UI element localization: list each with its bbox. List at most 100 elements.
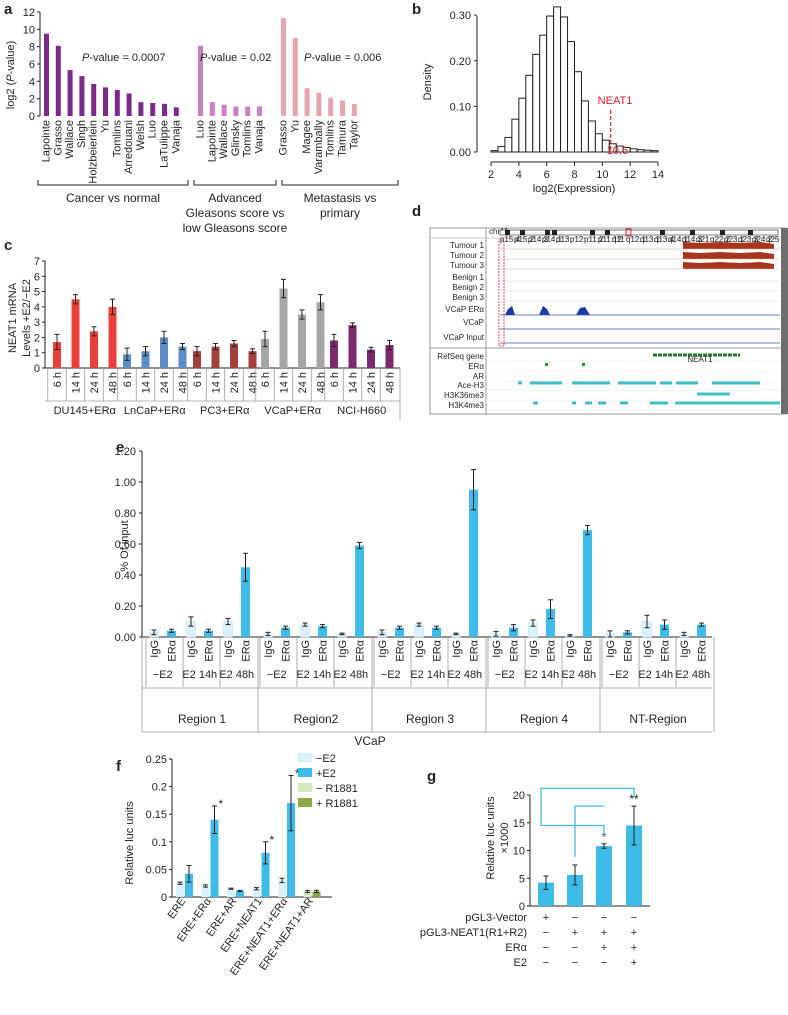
panel-a-category-label: Vanaja bbox=[170, 119, 182, 153]
annotation-label: Ace-H3 bbox=[457, 381, 484, 390]
panel-a-bar bbox=[162, 103, 167, 116]
ideogram-band-label: q21 bbox=[696, 235, 710, 244]
panel-e-condition-label: −E2 bbox=[381, 669, 401, 681]
panel-a-bar bbox=[209, 102, 215, 116]
panel-f-legend-swatch bbox=[298, 768, 312, 777]
panel-c-timepoint-label: 48 h bbox=[385, 372, 397, 393]
panel-a-group-label: Metastasis vs bbox=[304, 191, 377, 205]
panel-c-bar bbox=[230, 343, 238, 368]
panel-a-bar bbox=[281, 18, 286, 116]
panel-e-bar bbox=[469, 489, 478, 637]
panel-e-y-tick-label: 0.00 bbox=[115, 632, 136, 644]
panel-c-timepoint-label: 6 h bbox=[260, 372, 272, 387]
panel-g-condition-mark: − bbox=[543, 942, 549, 954]
panel-e-bar-label: ERα bbox=[204, 639, 216, 661]
panel-e-condition-label: E2 48h bbox=[447, 669, 482, 681]
ideogram-band bbox=[660, 230, 665, 235]
track-label: Tumour 3 bbox=[450, 261, 484, 270]
panel-c-timepoint-label: 6 h bbox=[52, 372, 64, 387]
panel-c-timepoint-label: 6 h bbox=[329, 372, 341, 387]
panel-f-legend-label: +E2 bbox=[316, 768, 336, 780]
panel-e-bar-label: ERα bbox=[546, 639, 558, 661]
panel-e-bar-label: IgG bbox=[414, 640, 426, 658]
chrom-label: chr11 bbox=[489, 227, 509, 236]
annotation-label: H3K36me3 bbox=[444, 391, 485, 400]
panel-g: g Relative luc units ×1000 05101520***pG… bbox=[420, 768, 650, 969]
panel-a-category-label: Glinsky bbox=[230, 120, 242, 157]
panel-g-condition-mark: − bbox=[572, 942, 578, 954]
ideogram-band-label: p14.3 bbox=[528, 235, 549, 244]
panel-c-bar bbox=[261, 338, 269, 368]
panel-f-significance: * bbox=[270, 833, 275, 847]
genome-browser-scrollbar[interactable] bbox=[781, 228, 788, 414]
panel-c-y-tick-label: 0 bbox=[34, 363, 40, 375]
panel-b-histogram-bar bbox=[511, 118, 520, 153]
panel-c-bar bbox=[53, 342, 61, 368]
panel-a-group-bracket bbox=[37, 180, 189, 186]
track-label: Tumour 2 bbox=[450, 251, 484, 260]
panel-e-bar-label: IgG bbox=[186, 640, 198, 658]
panel-e-condition-label: −E2 bbox=[495, 669, 515, 681]
panel-e-bar-label: ERα bbox=[355, 639, 367, 661]
panel-e-condition-label: −E2 bbox=[609, 669, 629, 681]
panel-b-x-axis-title: log2(Expression) bbox=[533, 183, 616, 195]
panel-a-bar bbox=[173, 107, 179, 116]
panel-e-bar-label: ERα bbox=[318, 639, 330, 661]
panel-c-y-tick-label: 7 bbox=[34, 256, 40, 268]
panel-b-histogram-bar bbox=[532, 53, 541, 153]
panel-b-histogram-bar bbox=[643, 149, 652, 153]
panel-a-category-label: LaTulippe bbox=[159, 120, 171, 168]
panel-a-bar bbox=[55, 45, 61, 116]
annotation-label: RefSeq gene bbox=[437, 352, 484, 361]
panel-c-y-axis-title-line2: Levels +E2/−E2 bbox=[21, 279, 33, 357]
panel-g-bar bbox=[567, 874, 583, 906]
panel-b-x-tick-label: 4 bbox=[516, 169, 522, 181]
tumour-signal-track bbox=[683, 242, 774, 249]
panel-c-timepoint-label: 48 h bbox=[248, 372, 260, 393]
panel-b-histogram-bar bbox=[546, 15, 555, 153]
panel-g-condition-mark: − bbox=[572, 912, 578, 924]
panel-g-y-tick-label: 10 bbox=[513, 846, 525, 858]
panel-a-bar bbox=[351, 103, 357, 116]
panel-e-bar-label: ERα bbox=[660, 639, 672, 661]
panel-a-y-tick-label: 2 bbox=[29, 94, 35, 106]
panel-label-g: g bbox=[427, 768, 436, 785]
panel-b-x-tick-label: 6 bbox=[544, 169, 550, 181]
ideogram-band-label: q13.1 bbox=[640, 235, 661, 244]
panel-f-significance: * bbox=[295, 767, 300, 781]
panel-f-legend-label: −E2 bbox=[316, 753, 336, 765]
panel-a-bar bbox=[233, 106, 239, 116]
panel-c-bars: 0 1 2 3 4 5 6 7 6 h 14 h 24 h 48 h DU145+ERα 6 h 14 h 2… bbox=[34, 256, 401, 420]
panel-c-timepoint-label: 24 h bbox=[229, 372, 241, 393]
panel-e-bar bbox=[697, 624, 706, 637]
panel-a: a log2 (P-value) 0 2 4 6 8 10 12 P-value = 0.0… bbox=[4, 1, 399, 235]
refseq-gene-name: NEAT1 bbox=[687, 355, 713, 364]
panel-b-histogram-bar bbox=[587, 120, 596, 153]
track-label: Benign 1 bbox=[452, 273, 484, 282]
panel-c-bar bbox=[316, 302, 325, 368]
panel-a-y-tick-label: 8 bbox=[29, 42, 35, 54]
panel-a-bar bbox=[103, 87, 108, 116]
panel-c-timepoint-label: 6 h bbox=[122, 372, 134, 387]
panel-c-timepoint-label: 14 h bbox=[279, 372, 291, 393]
panel-e-region-label: Region 1 bbox=[178, 712, 226, 726]
panel-a-category-label: Wallace bbox=[64, 120, 76, 159]
panel-e-bar bbox=[546, 609, 555, 637]
panel-e-bar bbox=[623, 632, 632, 637]
ideogram-band-label: q13.4 bbox=[654, 235, 675, 244]
ideogram-band bbox=[520, 230, 525, 235]
panel-e-bar-label: IgG bbox=[605, 640, 617, 658]
panel-e-bar-label: IgG bbox=[223, 640, 235, 658]
panel-e-region-label: Region 3 bbox=[406, 712, 454, 726]
ideogram-band-label: p11.12 bbox=[598, 235, 622, 244]
panel-f-y-tick-label: 0 bbox=[161, 892, 167, 904]
panel-f-y-tick-label: 0.2 bbox=[152, 782, 167, 794]
panel-a-bar bbox=[198, 45, 203, 116]
panel-c-bar bbox=[71, 299, 80, 368]
panel-f-legend-label: − R1881 bbox=[316, 783, 358, 795]
neat1-locus-highlight bbox=[498, 239, 505, 347]
panel-c-bar bbox=[330, 340, 338, 368]
